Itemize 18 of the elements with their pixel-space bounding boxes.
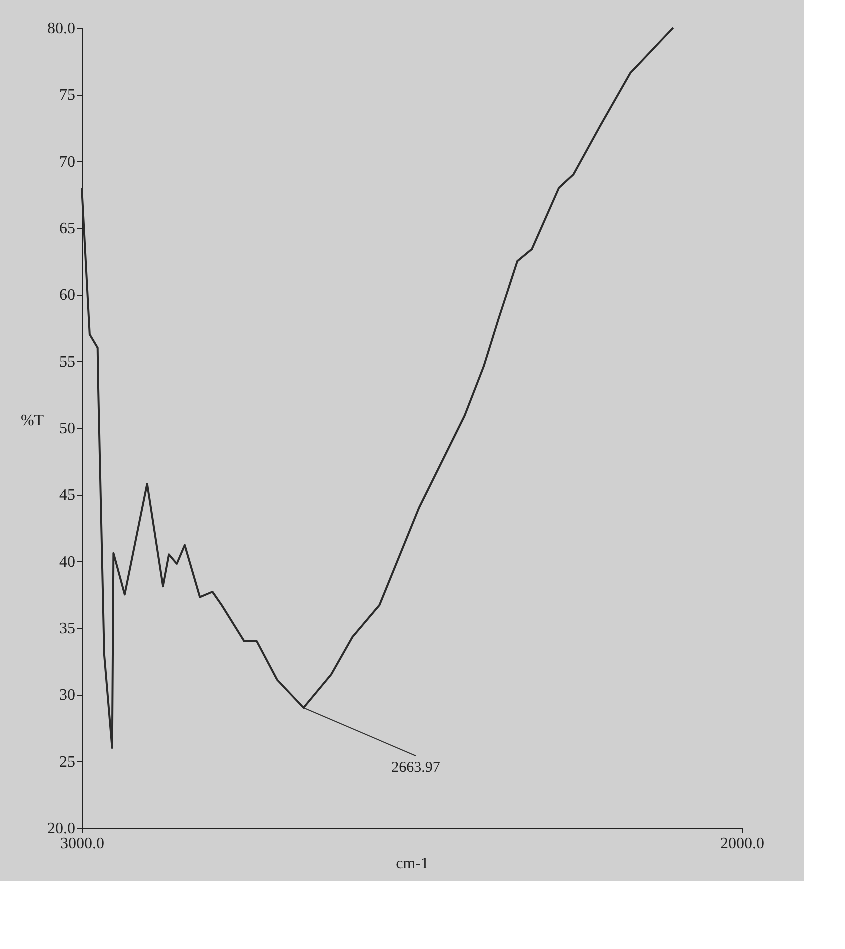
y-tick-label: 25 bbox=[60, 754, 76, 771]
y-tick-label: 35 bbox=[60, 620, 76, 638]
y-tick-label: 75 bbox=[60, 87, 76, 104]
y-tick-label: 55 bbox=[60, 354, 76, 371]
annotation: 2663.97 bbox=[392, 760, 441, 776]
y-tick-label: 50 bbox=[60, 420, 76, 438]
y-tick-label: 40 bbox=[60, 554, 76, 571]
y-tick-label: 30 bbox=[60, 687, 76, 704]
x-tick-label: 2000.0 bbox=[720, 836, 764, 852]
y-tick-label: 20.0 bbox=[48, 820, 76, 838]
y-tick-label: 80.0 bbox=[48, 20, 76, 38]
x-tick-label: 3000.0 bbox=[60, 836, 104, 852]
y-tick-label: 60 bbox=[60, 287, 76, 304]
x-axis-title: cm-1 bbox=[396, 856, 429, 872]
y-tick-label: 70 bbox=[60, 154, 76, 171]
y-axis-title: %T bbox=[20, 412, 44, 430]
y-tick-label: 65 bbox=[60, 220, 76, 238]
y-tick-label: 45 bbox=[60, 487, 76, 504]
